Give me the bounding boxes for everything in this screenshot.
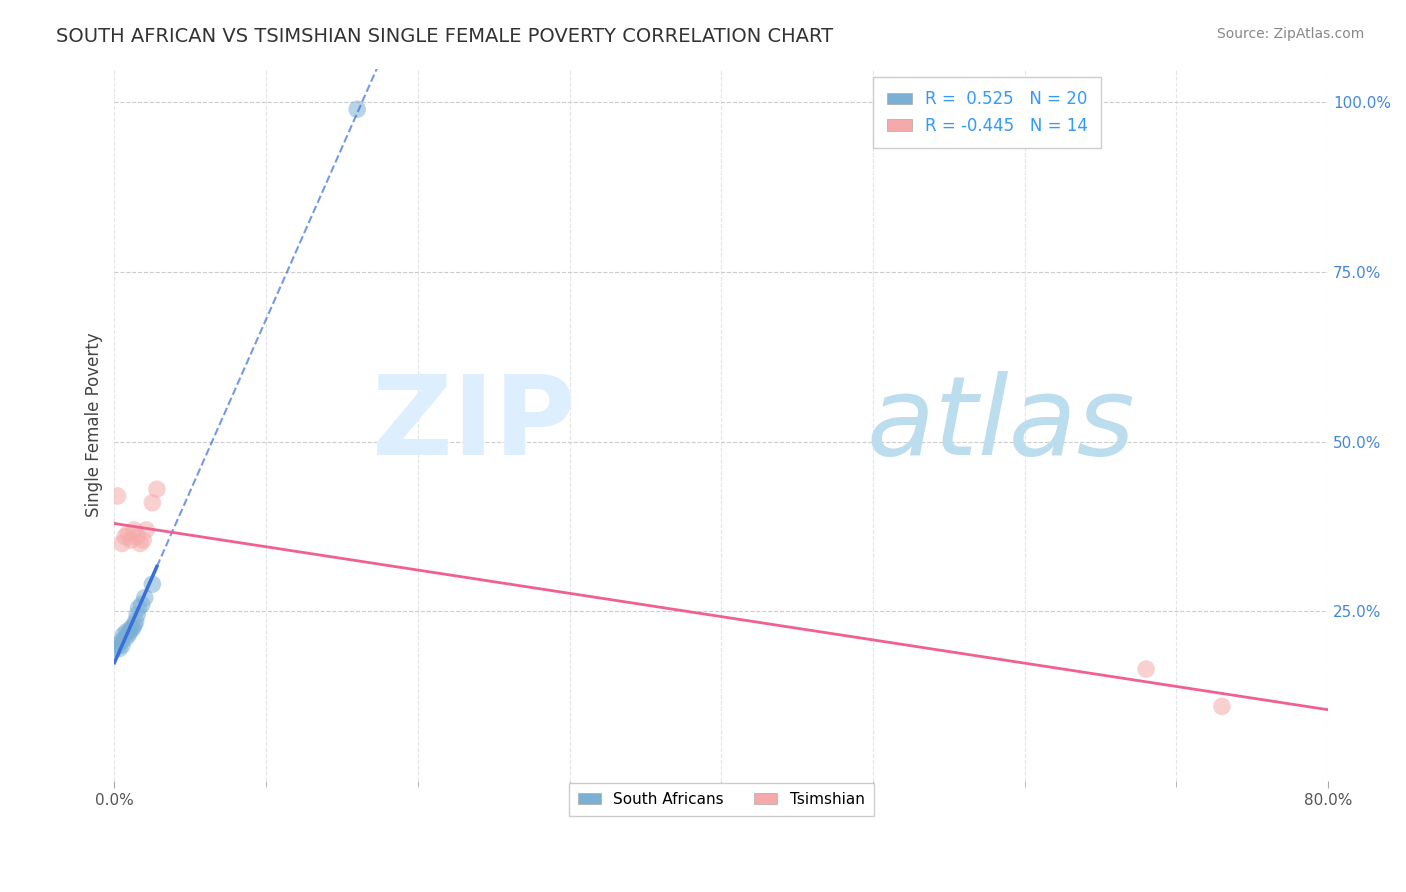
- Text: ZIP: ZIP: [373, 371, 575, 478]
- Point: [115, 624, 138, 639]
- Point: [346, 102, 368, 116]
- Point: [1135, 662, 1157, 676]
- Point: [107, 489, 129, 503]
- Point: [103, 641, 125, 656]
- Point: [110, 635, 132, 649]
- Point: [129, 536, 152, 550]
- Point: [112, 628, 135, 642]
- Y-axis label: Single Female Poverty: Single Female Poverty: [86, 333, 103, 517]
- Text: Source: ZipAtlas.com: Source: ZipAtlas.com: [1216, 27, 1364, 41]
- Point: [132, 533, 155, 548]
- Point: [141, 577, 163, 591]
- Point: [128, 601, 150, 615]
- Point: [141, 496, 163, 510]
- Point: [117, 526, 139, 541]
- Point: [120, 621, 142, 635]
- Point: [111, 638, 134, 652]
- Point: [134, 591, 156, 605]
- Point: [124, 615, 146, 629]
- Point: [108, 641, 131, 656]
- Point: [135, 523, 157, 537]
- Point: [122, 618, 145, 632]
- Point: [114, 530, 136, 544]
- Point: [146, 482, 169, 496]
- Point: [107, 638, 129, 652]
- Point: [117, 628, 139, 642]
- Text: atlas: atlas: [868, 371, 1136, 478]
- Point: [118, 624, 141, 639]
- Point: [111, 536, 134, 550]
- Point: [127, 530, 149, 544]
- Legend: South Africans, Tsimshian: South Africans, Tsimshian: [569, 783, 873, 816]
- Point: [122, 523, 145, 537]
- Point: [127, 607, 149, 622]
- Point: [114, 632, 136, 646]
- Point: [131, 598, 153, 612]
- Point: [121, 621, 143, 635]
- Point: [1211, 699, 1233, 714]
- Point: [120, 533, 142, 548]
- Text: SOUTH AFRICAN VS TSIMSHIAN SINGLE FEMALE POVERTY CORRELATION CHART: SOUTH AFRICAN VS TSIMSHIAN SINGLE FEMALE…: [56, 27, 834, 45]
